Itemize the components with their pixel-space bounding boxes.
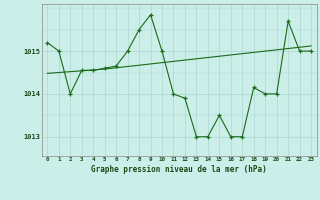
X-axis label: Graphe pression niveau de la mer (hPa): Graphe pression niveau de la mer (hPa) xyxy=(91,165,267,174)
